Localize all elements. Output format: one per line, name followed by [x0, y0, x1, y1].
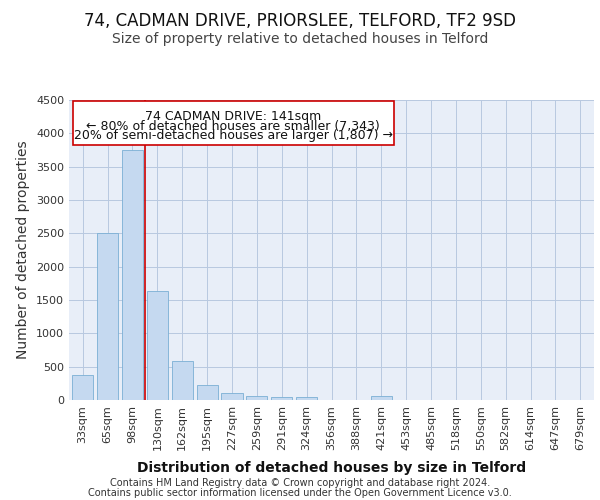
- Bar: [271, 398, 292, 400]
- Bar: [147, 290, 168, 400]
- Text: 20% of semi-detached houses are larger (1,807) →: 20% of semi-detached houses are larger (…: [74, 130, 393, 142]
- Y-axis label: Number of detached properties: Number of detached properties: [16, 140, 31, 360]
- Text: Size of property relative to detached houses in Telford: Size of property relative to detached ho…: [112, 32, 488, 46]
- Bar: [122, 150, 143, 400]
- Text: 74 CADMAN DRIVE: 141sqm: 74 CADMAN DRIVE: 141sqm: [145, 110, 322, 123]
- Text: ← 80% of detached houses are smaller (7,343): ← 80% of detached houses are smaller (7,…: [86, 120, 380, 133]
- Text: Contains public sector information licensed under the Open Government Licence v3: Contains public sector information licen…: [88, 488, 512, 498]
- Text: 74, CADMAN DRIVE, PRIORSLEE, TELFORD, TF2 9SD: 74, CADMAN DRIVE, PRIORSLEE, TELFORD, TF…: [84, 12, 516, 30]
- Bar: [371, 396, 392, 400]
- Bar: [221, 393, 242, 400]
- Bar: [97, 234, 118, 400]
- Bar: [197, 384, 218, 400]
- Bar: [172, 360, 193, 400]
- Bar: [246, 396, 268, 400]
- Bar: [72, 376, 93, 400]
- Text: Contains HM Land Registry data © Crown copyright and database right 2024.: Contains HM Land Registry data © Crown c…: [110, 478, 490, 488]
- Bar: [296, 398, 317, 400]
- FancyBboxPatch shape: [73, 102, 394, 146]
- X-axis label: Distribution of detached houses by size in Telford: Distribution of detached houses by size …: [137, 461, 526, 475]
